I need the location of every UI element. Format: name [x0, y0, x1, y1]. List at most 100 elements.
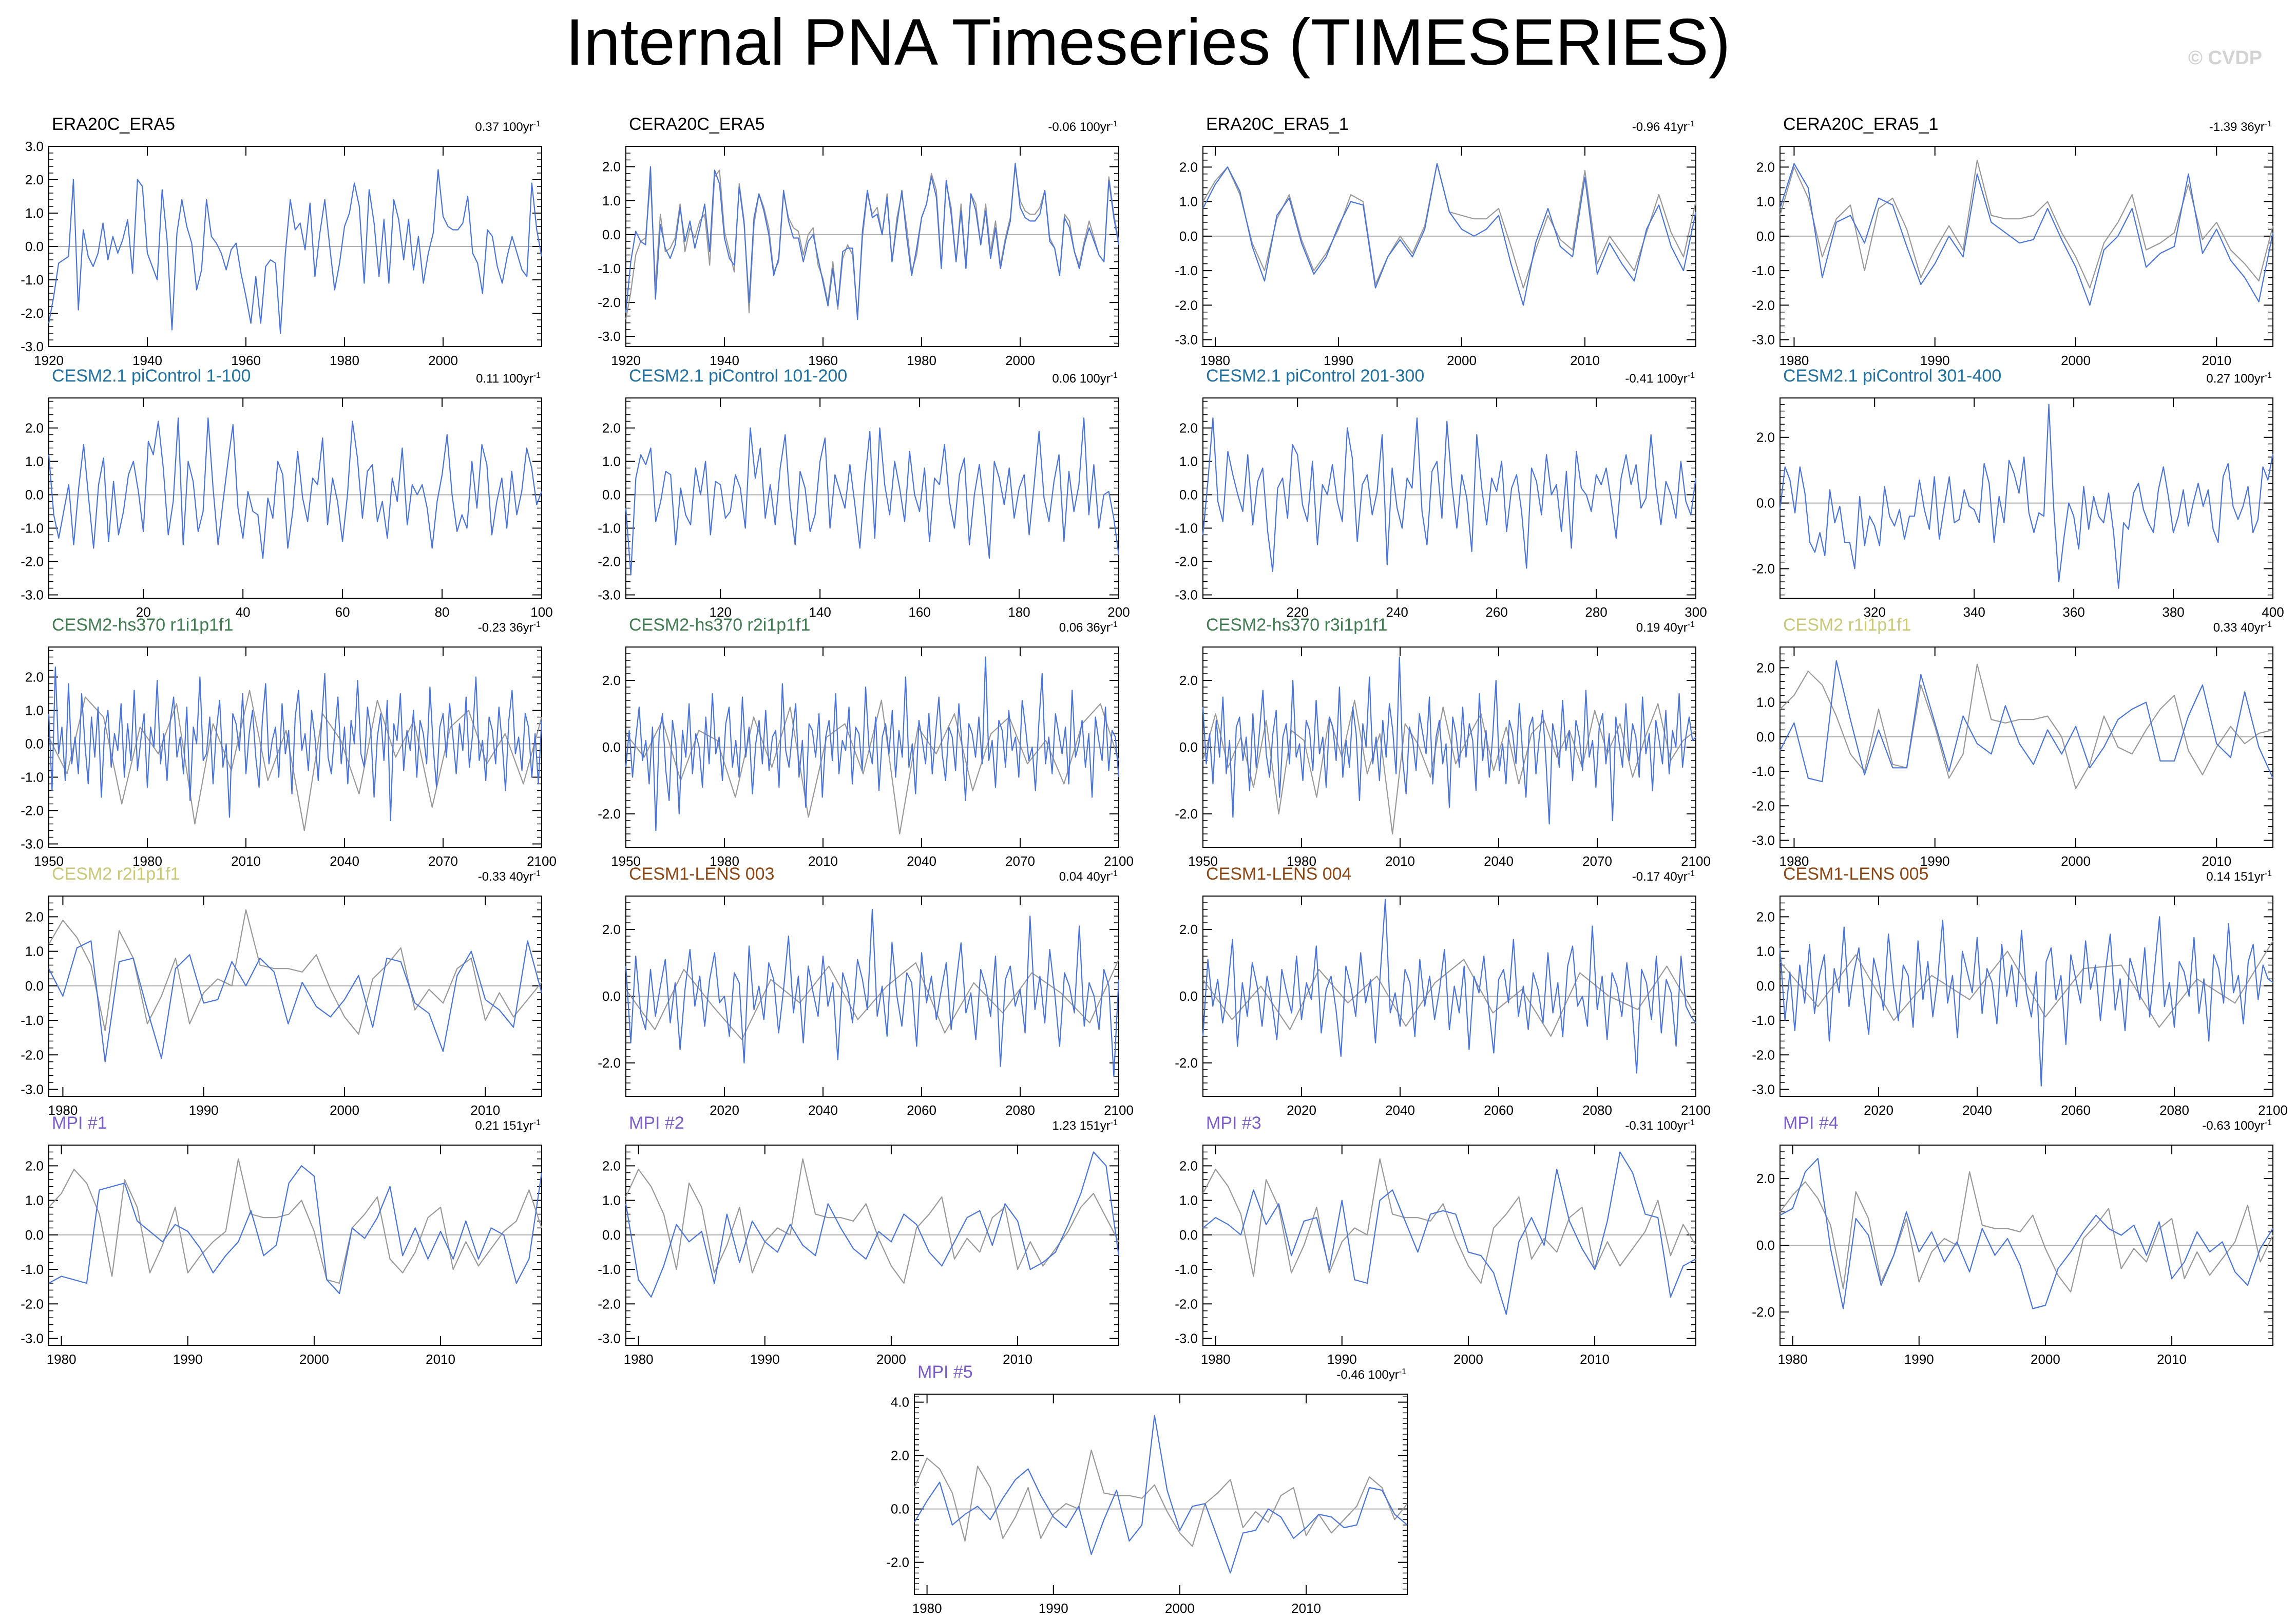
plot-frame: [625, 397, 1119, 599]
panel-trend: -0.33 40yr-1: [477, 869, 541, 884]
x-tick-label: 2040: [808, 1102, 838, 1118]
y-tick-label: -3.0: [1175, 587, 1198, 603]
y-tick-label: 2.0: [25, 172, 44, 187]
x-tick-label: 2010: [1003, 1352, 1032, 1367]
series-line-observation: [1780, 940, 2273, 1028]
plot-frame: [48, 646, 542, 848]
y-tick-label: 0.0: [1756, 229, 1775, 244]
y-tick-label: 1.0: [1756, 944, 1775, 959]
y-tick-label: 0.0: [602, 487, 621, 503]
panel-cesm2-r2i1p1f1: CESM2 r2i1p1f1 -0.33 40yr-1 2.0 1.0 0.0 -1.0 -…: [0, 860, 552, 1118]
x-tick-label: 2000: [299, 1352, 329, 1367]
y-tick-label: 2.0: [602, 922, 621, 937]
x-tick-label: 2100: [2258, 1102, 2288, 1118]
panel-title: CESM2.1 piControl 101-200: [629, 366, 848, 386]
panel-trend: -0.63 100yr-1: [2202, 1118, 2272, 1133]
panel-cera20c-era5: CERA20C_ERA5 -0.06 100yr-1 2.0 1.0 0.0 -1.0 -2…: [577, 110, 1129, 368]
x-tick-label: 2000: [2061, 353, 2091, 368]
panel-title: ERA20C_ERA5_1: [1206, 115, 1349, 134]
y-tick-label: -2.0: [598, 554, 621, 569]
x-tick-label: 2010: [2157, 1352, 2187, 1367]
x-tick-label: 260: [1485, 604, 1507, 620]
y-tick-label: 2.0: [25, 1158, 44, 1173]
y-tick-label: -1.0: [1752, 263, 1775, 278]
y-tick-label: 1.0: [1179, 1193, 1198, 1208]
y-tick-label: 0.0: [25, 1227, 44, 1243]
y-tick-label: -3.0: [21, 836, 44, 852]
y-tick-label: 1.0: [25, 1193, 44, 1208]
x-tick-label: 2000: [2061, 853, 2091, 869]
y-tick-label: -2.0: [21, 554, 44, 569]
panel-mpi-2: MPI #2 1.23 151yr-1 2.0 1.0 0.0 -1.0 -2.0 -3.0 1…: [577, 1109, 1129, 1367]
y-tick-label: 0.0: [602, 227, 621, 242]
x-tick-label: 2040: [1385, 1102, 1415, 1118]
series-line-model: [1202, 1151, 1696, 1315]
y-tick-label: 0.0: [1179, 988, 1198, 1004]
x-tick-label: 1990: [173, 1352, 203, 1367]
panel-title: CESM1-LENS 005: [1783, 864, 1929, 884]
y-tick-label: 1.0: [1756, 695, 1775, 710]
series-line-observation: [1202, 959, 1696, 1037]
x-tick-label: 220: [1287, 604, 1309, 620]
y-tick-label: -3.0: [1752, 332, 1775, 348]
x-tick-label: 1980: [1200, 353, 1230, 368]
y-tick-label: 0.0: [1179, 487, 1198, 503]
x-tick-label: 2080: [2159, 1102, 2189, 1118]
y-tick-label: -3.0: [1752, 833, 1775, 848]
y-tick-label: -1.0: [598, 521, 621, 536]
x-tick-label: 1960: [231, 353, 261, 368]
x-tick-label: 2000: [1447, 353, 1477, 368]
x-tick-label: 1980: [330, 353, 359, 368]
y-tick-label: -1.0: [1175, 1262, 1198, 1277]
y-tick-label: -2.0: [21, 803, 44, 819]
y-tick-label: 2.0: [1756, 660, 1775, 675]
panel-trend: -0.46 100yr-1: [1336, 1367, 1406, 1382]
y-tick-label: 2.0: [602, 159, 621, 175]
series-line-model: [1780, 660, 2274, 783]
panel-title: CESM1-LENS 004: [1206, 864, 1352, 884]
plot-frame: [48, 896, 542, 1097]
watermark: © CVDP: [2188, 47, 2263, 69]
y-tick-label: 0.0: [25, 239, 44, 254]
timeseries-chart: 2.0 0.0 -2.0 1950 1980 2010 2040 2070 2100: [1175, 646, 1711, 869]
panel-trend: 0.27 100yr-1: [2206, 371, 2272, 386]
x-tick-label: 1980: [1778, 1352, 1808, 1367]
series-line-model: [1202, 417, 1697, 573]
series-line-model: [625, 656, 1120, 831]
x-tick-label: 2080: [1005, 1102, 1035, 1118]
x-tick-label: 2000: [428, 353, 458, 368]
y-tick-label: 2.0: [1756, 159, 1775, 175]
y-tick-label: -1.0: [598, 1262, 621, 1277]
y-tick-label: 0.0: [1179, 229, 1198, 244]
y-tick-label: -1.0: [1752, 764, 1775, 779]
y-tick-label: -1.0: [598, 261, 621, 276]
x-tick-label: 2000: [1005, 353, 1035, 368]
x-tick-label: 140: [809, 604, 831, 620]
plot-frame: [1202, 146, 1696, 347]
series-line-observation: [1780, 1171, 2273, 1293]
panel-title: MPI #4: [1783, 1113, 1839, 1133]
panel-title: MPI #3: [1206, 1113, 1261, 1133]
x-tick-label: 2010: [808, 853, 838, 869]
y-tick-label: 2.0: [1756, 430, 1775, 445]
panel-cesm2-hs370-r3i1p1f1: CESM2-hs370 r3i1p1f1 0.19 40yr-1 2.0 0.0 -2.…: [1154, 611, 1711, 869]
x-tick-label: 1940: [710, 353, 739, 368]
panel-trend: 1.23 151yr-1: [1052, 1118, 1118, 1133]
y-tick-label: -2.0: [21, 306, 44, 321]
x-tick-label: 1980: [624, 1352, 654, 1367]
plot-frame: [1780, 146, 2273, 347]
x-tick-label: 1990: [189, 1102, 219, 1118]
panel-cesm2-hs370-r2i1p1f1: CESM2-hs370 r2i1p1f1 0.06 36yr-1 2.0 0.0 -2.…: [577, 611, 1134, 869]
x-tick-label: 1980: [47, 1352, 76, 1367]
series-line-observation: [1202, 163, 1697, 289]
panel-trend: -0.06 100yr-1: [1048, 120, 1118, 134]
y-tick-label: -2.0: [21, 1296, 44, 1311]
y-tick-label: 2.0: [602, 421, 621, 436]
panel-cesm2-r1i1p1f1: CESM2 r1i1p1f1 0.33 40yr-1 2.0 1.0 0.0 -1.0 -2…: [1731, 611, 2283, 869]
y-tick-label: 1.0: [1179, 194, 1198, 210]
y-tick-label: 2.0: [891, 1448, 909, 1463]
series-line-model: [48, 666, 543, 822]
x-tick-label: 2040: [330, 853, 359, 869]
